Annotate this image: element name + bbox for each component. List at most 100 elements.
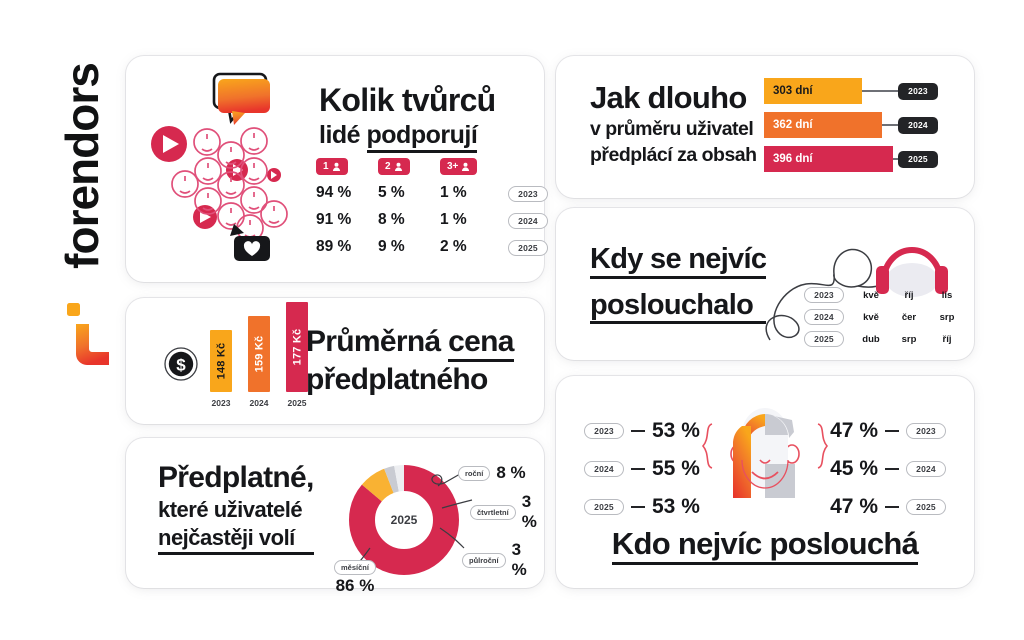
dash-connector bbox=[631, 505, 645, 509]
when-months-table: 2023 kvě říj lis 2024 kvě čer srp 2025 d… bbox=[804, 284, 966, 350]
price-bar: 159 Kč bbox=[248, 316, 270, 392]
creators-col-1: 1 bbox=[316, 156, 378, 175]
plan-legend-mesicni: měsíční 86 % bbox=[334, 560, 376, 596]
year-pill: 2023 bbox=[906, 423, 946, 439]
creators-col-3-label: 3+ bbox=[447, 161, 459, 172]
creators-col-3: 3+ bbox=[440, 156, 502, 175]
card-duration: Jak dlouho v průměru uživatel předplácí … bbox=[556, 56, 974, 198]
when-title: Kdy se nejvíc poslouchalo bbox=[590, 244, 767, 325]
cell-value: 89 % bbox=[316, 238, 352, 255]
headphones-icon bbox=[765, 247, 948, 341]
month-cell: srp bbox=[939, 311, 955, 323]
duration-bar-label: 396 dní bbox=[773, 153, 813, 165]
month-cell: kvě bbox=[863, 311, 879, 323]
duration-bar-row: 362 dní 2024 bbox=[764, 112, 960, 138]
who-pct-right: 45 % bbox=[830, 457, 878, 480]
plan-legend-pct: 86 % bbox=[335, 576, 375, 595]
creators-table: 1 2 3+ bbox=[316, 156, 548, 256]
cell-value: 8 % bbox=[378, 211, 405, 228]
price-title-line2: předplatného bbox=[306, 362, 488, 396]
duration-bar: 396 dní bbox=[764, 146, 893, 172]
duration-bar-row: 396 dní 2025 bbox=[764, 146, 960, 172]
creators-title: Kolik tvůrců lidé podporují bbox=[319, 83, 496, 153]
who-row-left: 2023 53 % bbox=[584, 412, 700, 450]
dash-connector bbox=[885, 505, 899, 509]
duration-bar-row: 303 dní 2023 bbox=[764, 78, 960, 104]
cell-value: 1 % bbox=[440, 211, 467, 228]
month-cell: čer bbox=[901, 311, 917, 323]
year-pill: 2023 bbox=[584, 423, 624, 439]
month-cell: lis bbox=[941, 289, 953, 301]
year-label: 2025 bbox=[287, 398, 307, 408]
plan-legend-label: čtvrtletní bbox=[470, 504, 516, 520]
table-row: 2023 kvě říj lis bbox=[804, 284, 966, 306]
who-left-column: 2023 53 % 2024 55 % 2025 53 % bbox=[584, 412, 700, 526]
plan-legend-pct: 8 % bbox=[496, 463, 526, 482]
heart-bubble-icon bbox=[230, 224, 270, 261]
duration-title-line1: Jak dlouho bbox=[590, 80, 747, 115]
brand-mark-icon bbox=[67, 303, 109, 365]
card-plan: Předplatné, které uživatelé nejčastěji v… bbox=[126, 438, 544, 595]
year-pill: 2025 bbox=[804, 331, 844, 347]
who-pct-right: 47 % bbox=[830, 419, 878, 442]
plan-donut-chart: 2025 roční 8 % čtvrtletní 3 % půlroční 3… bbox=[334, 454, 537, 595]
year-pill: 2023 bbox=[804, 287, 844, 303]
table-row: 2025 dub srp říj bbox=[804, 328, 966, 350]
plan-legend-pct: 3 % bbox=[511, 540, 527, 579]
who-row-right: 47 % 2023 bbox=[830, 412, 946, 450]
who-pct-left: 55 % bbox=[652, 457, 700, 480]
plan-title-line2: které uživatelé bbox=[158, 496, 303, 522]
dollar-circle-icon: $ bbox=[164, 347, 198, 381]
year-label: 2024 bbox=[249, 398, 269, 408]
who-row-left: 2024 55 % bbox=[584, 450, 700, 488]
price-bar: 148 Kč bbox=[210, 330, 232, 392]
duration-bar: 362 dní bbox=[764, 112, 882, 138]
duration-title-line2: v průměru uživatel bbox=[590, 117, 754, 140]
price-bar-label: 159 Kč bbox=[253, 335, 266, 373]
month-cell: kvě bbox=[863, 289, 879, 301]
person-icon bbox=[394, 162, 402, 171]
month-cell: dub bbox=[862, 333, 880, 345]
duration-bar-label: 362 dní bbox=[773, 119, 813, 131]
donut-svg: 2025 bbox=[349, 465, 473, 575]
month-cell: srp bbox=[901, 333, 917, 345]
plan-legend-ctvrtletni: čtvrtletní 3 % bbox=[470, 492, 537, 532]
when-title-line2: poslouchalo bbox=[590, 289, 767, 325]
who-title-text: Kdo nejvíc poslouchá bbox=[611, 527, 919, 565]
cell-value: 9 % bbox=[378, 238, 405, 255]
cell-value: 5 % bbox=[378, 184, 405, 201]
duration-bar: 303 dní bbox=[764, 78, 862, 104]
price-bar: 177 Kč bbox=[286, 302, 308, 392]
plan-title-line1: Předplatné, bbox=[158, 461, 314, 494]
price-title: Průměrná cena předplatného bbox=[306, 325, 514, 396]
leader-line bbox=[431, 473, 461, 487]
who-pct-left: 53 % bbox=[652, 419, 700, 442]
table-row: 2024 kvě čer srp bbox=[804, 306, 966, 328]
price-bar-chart: 148 Kč 2023 159 Kč 2024 177 Kč 2025 bbox=[210, 302, 308, 408]
cell-value: 1 % bbox=[440, 184, 467, 201]
plan-legend-pct: 3 % bbox=[521, 492, 537, 531]
price-bar-col: 159 Kč 2024 bbox=[248, 316, 270, 408]
who-title: Kdo nejvíc poslouchá bbox=[556, 527, 974, 565]
creators-col-2-label: 2 bbox=[385, 161, 391, 172]
smiley-icon bbox=[171, 127, 288, 242]
price-bar-col: 148 Kč 2023 bbox=[210, 330, 232, 408]
creators-col-1-label: 1 bbox=[323, 161, 329, 172]
who-row-left: 2025 53 % bbox=[584, 488, 700, 526]
person-icon bbox=[462, 162, 470, 171]
plan-title-line3: nejčastěji volí bbox=[158, 526, 314, 556]
price-title-line1: Průměrná cena bbox=[306, 325, 514, 362]
speech-bubble-icon bbox=[212, 72, 270, 125]
play-icon bbox=[267, 168, 281, 182]
plan-legend-rocni: roční 8 % bbox=[458, 463, 526, 483]
leader-line bbox=[441, 499, 473, 509]
donut-segment-pulrocni bbox=[349, 465, 459, 575]
dash-connector bbox=[631, 429, 645, 433]
who-row-right: 45 % 2024 bbox=[830, 450, 946, 488]
price-bar-label: 177 Kč bbox=[291, 328, 304, 366]
year-pill: 2024 bbox=[804, 309, 844, 325]
price-bar-col: 177 Kč 2025 bbox=[286, 302, 308, 408]
plan-legend-pulrocni: půlroční 3 % bbox=[462, 540, 528, 580]
month-cell: říj bbox=[904, 289, 914, 301]
